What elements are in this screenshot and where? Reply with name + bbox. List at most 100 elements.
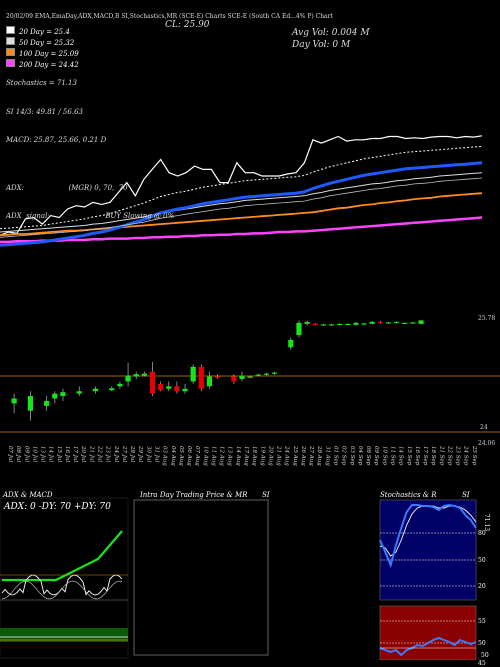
date-label: 19 Aug [259,446,265,466]
candle-body [52,393,58,399]
date-label: 31 Jul [153,446,159,462]
date-label: 08 Sep [365,446,371,466]
candle-body [402,322,408,325]
stoch-k-line [379,503,477,569]
date-label: 24 Sep [463,445,469,466]
candle-body [149,371,156,394]
ema-legend-label: 100 Day = 25.09 [19,50,79,58]
candle-body [377,321,383,324]
ema-legend-item: 50 Day = 25.32 [6,37,74,47]
date-label: 22 Jul [97,445,103,462]
date-label: 18 Sep [430,446,436,466]
price-label-bottom: 24.06 [478,440,496,447]
date-label: 22 Sep [446,445,452,466]
date-label: 01 Sep [333,446,339,466]
date-label: 14 Aug [235,446,241,466]
date-label: 11 Sep [389,446,395,466]
price-label-upper: 25.78 [478,315,496,322]
candle-body [92,388,99,392]
candle-body [418,320,424,324]
candle-body [158,383,164,391]
date-label: 09 Sep [373,446,379,466]
candle-body [271,372,278,374]
ema-color-swatch [6,26,15,34]
candle-body [27,396,34,411]
ema50-line [0,172,483,233]
date-label: 27 Jul [121,445,127,462]
date-label: 04 Aug [170,446,176,466]
ema-legend-item: 100 Day = 25.09 [6,48,79,58]
stochastics-title: Stochastics & R [380,491,437,499]
date-label: 07 Jul [7,446,13,462]
date-label: 25 Aug [292,445,298,466]
ema20-line [0,145,483,230]
candle-body [410,322,416,324]
stats-line: ADX: (MGR) 0, 70, 70 [6,183,128,192]
si-value: 50 [481,652,489,659]
candle-body [109,388,115,391]
ema-legend-label: 50 Day = 25.32 [19,39,75,47]
candle-body [174,386,180,392]
date-label: 24 Aug [284,445,290,466]
si-tick: 55 [478,618,486,625]
date-label: 17 Aug [243,446,249,466]
candle-body [394,321,400,324]
ema-legend-item: 20 Day = 25.4 [6,26,70,36]
date-label: 11 Aug [210,446,216,466]
stats-line: MACD: 25.87, 25.66, 0.21 D [6,136,107,144]
candle-body [206,376,213,387]
si-tick: 45 [478,660,486,667]
date-label: 17 Jul [72,446,78,462]
date-label: 13 Jul [40,446,46,462]
date-label: 14 Jul [48,446,54,462]
si-line [379,636,477,657]
candle-body [337,323,343,326]
date-label: 23 Sep [455,445,461,466]
candle-body [125,375,131,382]
stats-line: Stochastics = 71.13 [6,79,77,87]
stats-line: ADX signal: BUY Slowing @ 0% [6,212,175,220]
stoch-tick: 80 [478,530,486,537]
candle-body [166,386,172,389]
date-label: 20 Aug [267,445,273,466]
stochastics-si-label: SI [462,491,470,499]
si-panel [379,605,477,660]
candle-body [328,324,335,326]
date-label: 14 Sep [398,446,404,466]
date-label: 26 Aug [300,445,306,466]
candle-body [255,374,261,376]
date-label: 23 Jul [105,445,111,462]
candle-body [345,323,351,326]
date-label: 24 Jul [113,445,119,462]
intraday-panel-frame [133,499,269,656]
date-label: 20 Jul [80,445,86,462]
date-label: 25 Sep [471,445,477,466]
ema100-line [0,192,483,237]
candle-body [11,398,17,404]
date-label: 28 Jul [129,445,135,462]
stats-block: Stochastics = 71.13 SI 14/3: 49.81 / 56.… [6,60,174,241]
stoch-value: 71.13 [483,513,491,532]
ema-legend-item: 200 Day = 24.42 [6,59,79,69]
candle-body [117,383,123,387]
date-label: 31 Aug [324,446,330,466]
candle-body [369,321,375,324]
candle-body [133,374,139,377]
date-label: 10 Jul [31,446,37,462]
adx-minus-line [1,580,123,600]
date-label: 13 Aug [227,446,233,466]
date-label: 27 Aug [308,445,314,466]
date-label: 18 Aug [251,446,257,466]
adx-macd-title: ADX & MACD [3,491,53,499]
adx-values: ADX: 0 -DY: 70 +DY: 70 [4,502,111,512]
candle-body [263,373,270,375]
candle-body [296,322,302,336]
date-label: 17 Sep [422,446,428,466]
candle-body [182,388,188,392]
date-label: 04 Sep [357,446,363,466]
adx-plus-line [2,530,123,582]
ema-legend-label: 20 Day = 25.4 [19,28,70,36]
date-label: 10 Sep [381,446,387,466]
date-label: 03 Sep [349,446,355,466]
date-label: 30 Jul [145,446,151,462]
